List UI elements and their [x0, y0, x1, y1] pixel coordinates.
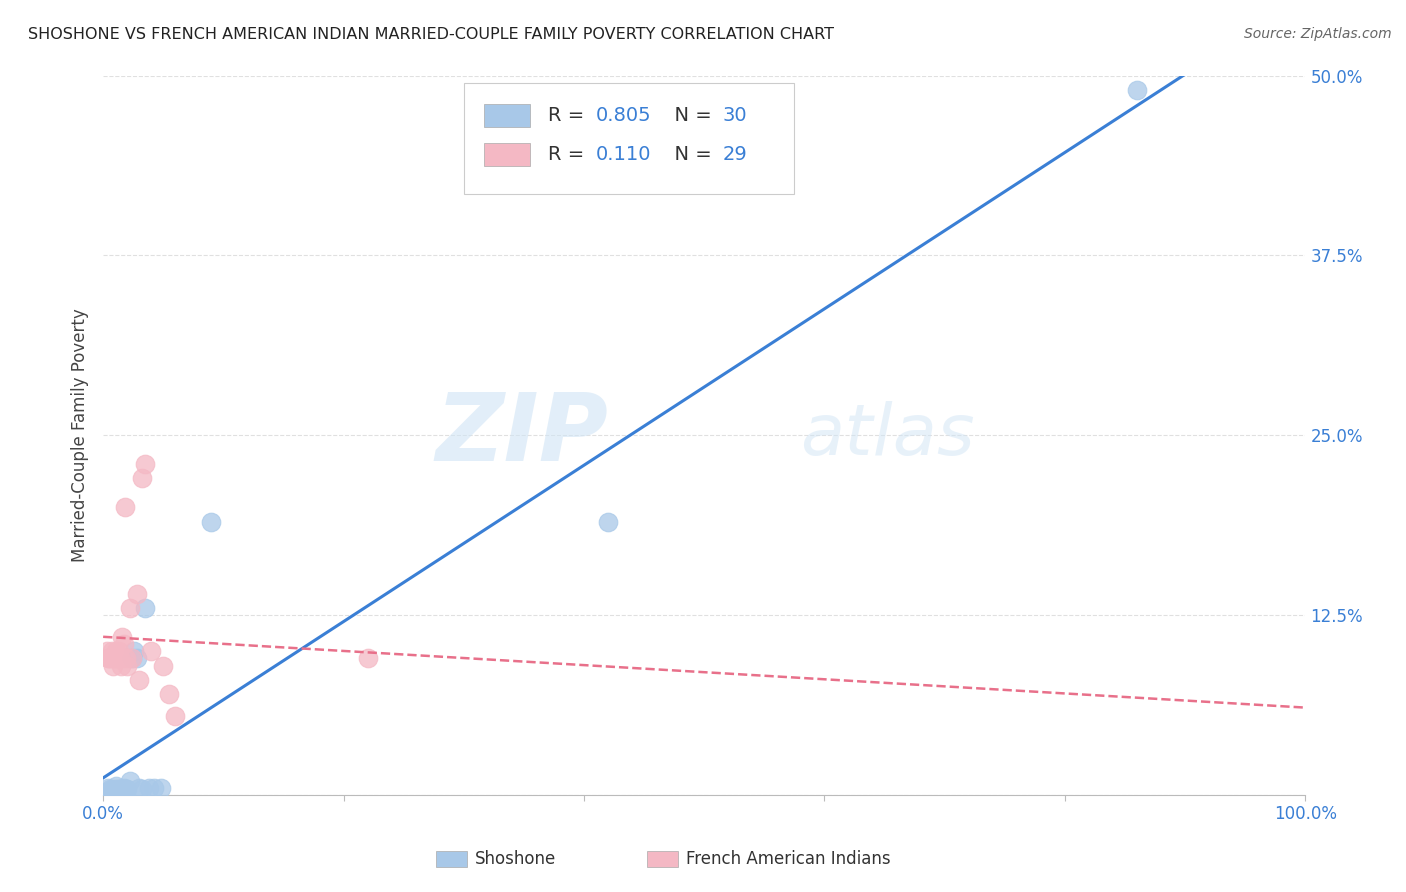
Point — [103, 651, 125, 665]
Point — [125, 651, 148, 665]
Text: Source: ZipAtlas.com: Source: ZipAtlas.com — [1244, 27, 1392, 41]
Point — [165, 709, 187, 723]
Point — [115, 651, 138, 665]
Point — [142, 780, 165, 795]
Point — [128, 780, 150, 795]
Point — [98, 783, 121, 797]
Point — [101, 658, 124, 673]
Y-axis label: Married-Couple Family Poverty: Married-Couple Family Poverty — [72, 309, 89, 562]
Text: SHOSHONE VS FRENCH AMERICAN INDIAN MARRIED-COUPLE FAMILY POVERTY CORRELATION CHA: SHOSHONE VS FRENCH AMERICAN INDIAN MARRI… — [28, 27, 834, 42]
Point — [118, 773, 141, 788]
Point — [124, 644, 146, 658]
Text: N =: N = — [662, 105, 718, 125]
Point — [157, 687, 180, 701]
Point — [118, 601, 141, 615]
Text: N =: N = — [662, 145, 718, 164]
FancyBboxPatch shape — [484, 143, 530, 166]
Point — [97, 651, 120, 665]
Point — [101, 783, 124, 797]
Point — [105, 780, 128, 794]
FancyBboxPatch shape — [484, 103, 530, 127]
Point — [114, 783, 136, 797]
Point — [125, 586, 148, 600]
Point — [107, 651, 129, 665]
Point — [104, 651, 127, 665]
Point — [110, 658, 132, 673]
Point — [104, 782, 127, 797]
Point — [131, 782, 153, 797]
Point — [128, 673, 150, 687]
Point — [107, 644, 129, 658]
Point — [115, 782, 138, 797]
Point — [110, 782, 132, 797]
Point — [149, 780, 172, 795]
Point — [115, 658, 138, 673]
Point — [100, 785, 122, 799]
Point — [98, 782, 121, 797]
Point — [108, 782, 131, 797]
Point — [98, 651, 121, 665]
Point — [1126, 83, 1149, 97]
Point — [596, 515, 619, 529]
Text: 0.805: 0.805 — [596, 105, 652, 125]
Point — [131, 471, 153, 485]
Point — [107, 782, 129, 797]
Text: 0.110: 0.110 — [596, 145, 651, 164]
Point — [108, 651, 131, 665]
Text: 29: 29 — [723, 145, 747, 164]
Text: French American Indians: French American Indians — [686, 850, 891, 868]
Point — [114, 500, 136, 515]
Point — [112, 780, 135, 795]
Point — [98, 651, 121, 665]
Text: R =: R = — [548, 145, 591, 164]
Point — [107, 783, 129, 797]
Text: atlas: atlas — [800, 401, 976, 470]
Point — [134, 457, 156, 471]
Text: 30: 30 — [723, 105, 747, 125]
Point — [97, 780, 120, 795]
Point — [152, 658, 174, 673]
Text: ZIP: ZIP — [436, 389, 607, 482]
Point — [356, 651, 378, 665]
Point — [134, 601, 156, 615]
Point — [111, 630, 134, 644]
Point — [103, 783, 125, 797]
Point — [200, 515, 222, 529]
Point — [141, 644, 163, 658]
Point — [138, 780, 160, 795]
Point — [121, 651, 143, 665]
Point — [121, 651, 143, 665]
FancyBboxPatch shape — [464, 83, 794, 194]
Point — [112, 637, 135, 651]
Text: Shoshone: Shoshone — [475, 850, 557, 868]
Point — [96, 644, 118, 658]
Point — [111, 782, 134, 797]
Point — [105, 644, 128, 658]
Point — [100, 644, 122, 658]
Point — [115, 782, 138, 797]
Text: R =: R = — [548, 105, 591, 125]
